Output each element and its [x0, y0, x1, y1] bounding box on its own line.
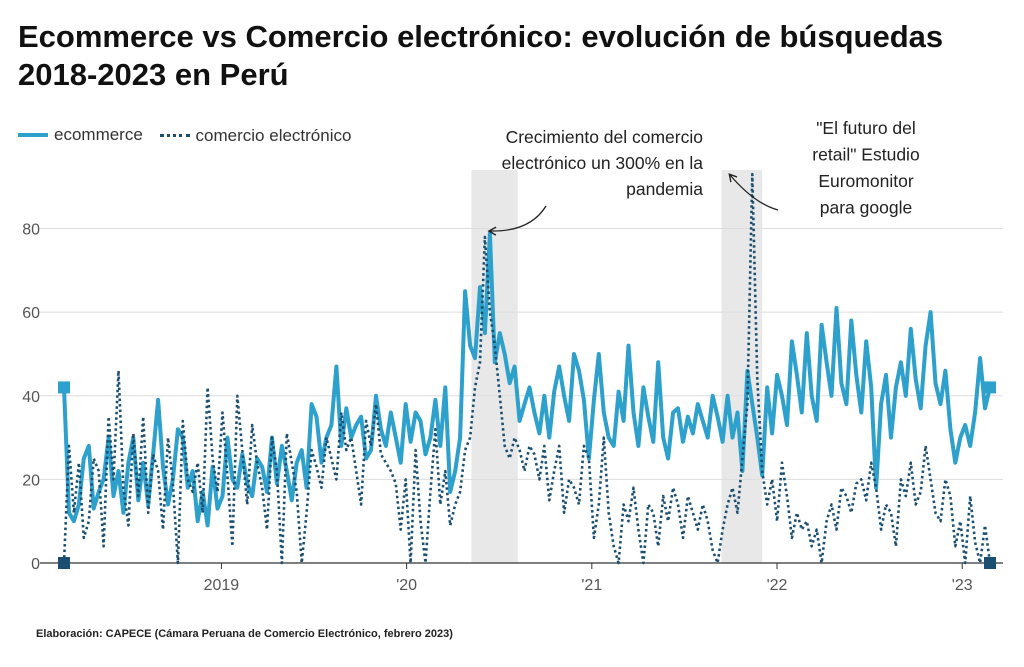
endpoint-marker	[58, 381, 70, 394]
x-tick-label: 2019	[204, 577, 240, 594]
y-tick-label: 0	[31, 556, 40, 573]
legend-item-comercio: comercio electrónico	[159, 125, 352, 146]
pandemic-annotation-arrow	[487, 205, 547, 236]
endpoint-marker	[984, 557, 996, 569]
pandemic-annotation-line: electrónico un 300% en la	[502, 153, 704, 173]
x-tick-label: '21	[581, 577, 602, 594]
euromonitor-annotation-line: Euromonitor	[818, 171, 913, 191]
y-tick-label: 20	[22, 472, 40, 489]
series-lines	[62, 172, 992, 565]
series-line-ecommerce	[62, 230, 992, 528]
pandemic-annotation-line: Crecimiento del comercio	[506, 127, 703, 147]
y-tick-label: 80	[22, 222, 40, 239]
x-tick-label: '20	[396, 577, 417, 594]
series-line-comercio-electronico	[62, 172, 992, 565]
endpoint-markers	[58, 381, 996, 569]
endpoint-marker	[58, 557, 70, 569]
y-tick-label: 60	[22, 305, 40, 322]
euromonitor-annotation-line: para google	[820, 198, 912, 218]
legend-swatch-solid	[18, 133, 48, 137]
pandemic-annotation-line: pandemia	[626, 179, 703, 199]
euromonitor-annotation-line: retail" Estudio	[812, 145, 919, 165]
legend: ecommerce comercio electrónico	[18, 122, 363, 146]
legend-label-ecommerce: ecommerce	[54, 125, 143, 144]
legend-label-comercio: comercio electrónico	[195, 125, 352, 145]
endpoint-marker	[984, 381, 996, 394]
euromonitor-annotation-arrow	[728, 173, 779, 211]
annotations: Crecimiento del comercio electrónico un 3…	[487, 118, 920, 236]
highlight-band-euromonitor	[721, 170, 763, 563]
chart-title: Ecommerce vs Comercio electrónico: evolu…	[18, 19, 944, 92]
legend-item-ecommerce: ecommerce	[18, 125, 143, 145]
euromonitor-annotation-line: "El futuro del	[816, 118, 916, 138]
legend-swatch-dotted	[159, 134, 190, 137]
x-tick-label: '23	[952, 577, 973, 594]
y-tick-label: 40	[22, 389, 40, 406]
gridlines: 0 20 40 60 80 2019 '20 '21 '22 '23	[22, 222, 1003, 594]
x-tick-label: '22	[767, 577, 788, 594]
source-footer: Elaboración: CAPECE (Cámara Peruana de C…	[36, 628, 453, 640]
